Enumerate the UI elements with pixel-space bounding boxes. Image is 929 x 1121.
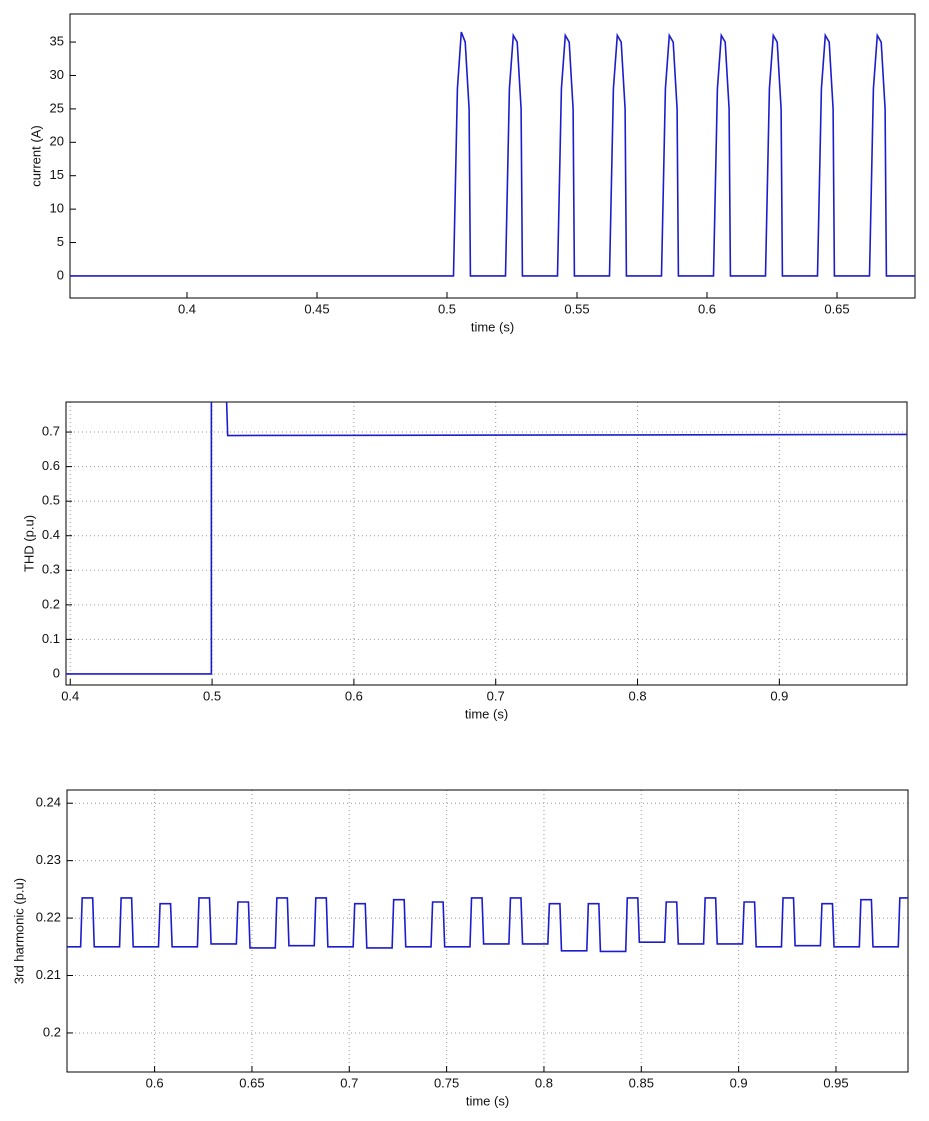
x-axis-label: time (s) — [471, 319, 514, 334]
y-tick-label: 0.2 — [42, 596, 60, 611]
x-tick-label: 0.85 — [629, 1075, 654, 1090]
y-axis-label: THD (p.u) — [21, 515, 36, 572]
x-tick-label: 0.9 — [770, 688, 788, 703]
y-tick-label: 0.1 — [42, 631, 60, 646]
y-axis-label: 3rd harmonic (p.u) — [11, 878, 26, 984]
x-tick-label: 0.65 — [824, 301, 849, 316]
x-tick-label: 0.5 — [438, 301, 456, 316]
y-tick-label: 35 — [50, 34, 64, 49]
x-tick-label: 0.7 — [487, 688, 505, 703]
axes-frame — [69, 13, 916, 299]
subplot: 0.6 0.65 0.7 0.75 0.8 0.85 0.9 0.95 0.2 0.21 0.22 0… — [11, 789, 909, 1108]
y-tick-label: 25 — [50, 100, 64, 115]
x-tick-label: 0.75 — [434, 1075, 459, 1090]
y-tick-label: 0.6 — [42, 458, 60, 473]
x-tick-label: 0.5 — [203, 688, 221, 703]
x-axis-label: time (s) — [465, 706, 508, 721]
x-tick-label: 0.65 — [239, 1075, 264, 1090]
x-tick-label: 0.45 — [304, 301, 329, 316]
subplot: 0.4 0.5 0.6 0.7 0.8 0.9 0 0.1 0.2 0.3 0.4 0.5 0.6 0.7… — [21, 401, 908, 721]
data-line — [67, 897, 908, 953]
y-tick-label: 10 — [50, 201, 64, 216]
y-tick-label: 15 — [50, 167, 64, 182]
x-tick-label: 0.6 — [146, 1075, 164, 1090]
y-tick-label: 0.2 — [43, 1024, 61, 1039]
y-axis-label: current (A) — [28, 125, 43, 186]
y-tick-label: 0 — [53, 665, 60, 680]
x-tick-label: 0.7 — [340, 1075, 358, 1090]
y-tick-label: 0.24 — [36, 795, 61, 810]
x-tick-label: 0.8 — [535, 1075, 553, 1090]
y-tick-label: 0.3 — [42, 562, 60, 577]
axes-frame — [65, 401, 908, 686]
data-line — [66, 402, 907, 675]
y-tick-label: 0.22 — [36, 910, 61, 925]
y-tick-label: 0.5 — [42, 493, 60, 508]
x-tick-label: 0.9 — [730, 1075, 748, 1090]
x-tick-label: 0.95 — [823, 1075, 848, 1090]
y-tick-label: 5 — [57, 234, 64, 249]
subplot: 0.4 0.45 0.5 0.55 0.6 0.65 0 5 10 15 20 25 30 35 time … — [28, 13, 916, 334]
y-tick-label: 20 — [50, 134, 64, 149]
y-tick-label: 0.4 — [42, 527, 60, 542]
y-tick-label: 0.7 — [42, 423, 60, 438]
y-tick-label: 0.23 — [36, 852, 61, 867]
x-tick-label: 0.4 — [61, 688, 79, 703]
x-tick-label: 0.55 — [564, 301, 589, 316]
x-tick-label: 0.6 — [345, 688, 363, 703]
x-tick-label: 0.8 — [629, 688, 647, 703]
y-tick-label: 30 — [50, 67, 64, 82]
axes-frame — [66, 789, 909, 1073]
y-tick-label: 0 — [57, 267, 64, 282]
data-line — [70, 31, 915, 277]
x-tick-label: 0.6 — [698, 301, 716, 316]
y-tick-label: 0.21 — [36, 967, 61, 982]
x-axis-label: time (s) — [466, 1093, 509, 1108]
x-tick-label: 0.4 — [178, 301, 196, 316]
